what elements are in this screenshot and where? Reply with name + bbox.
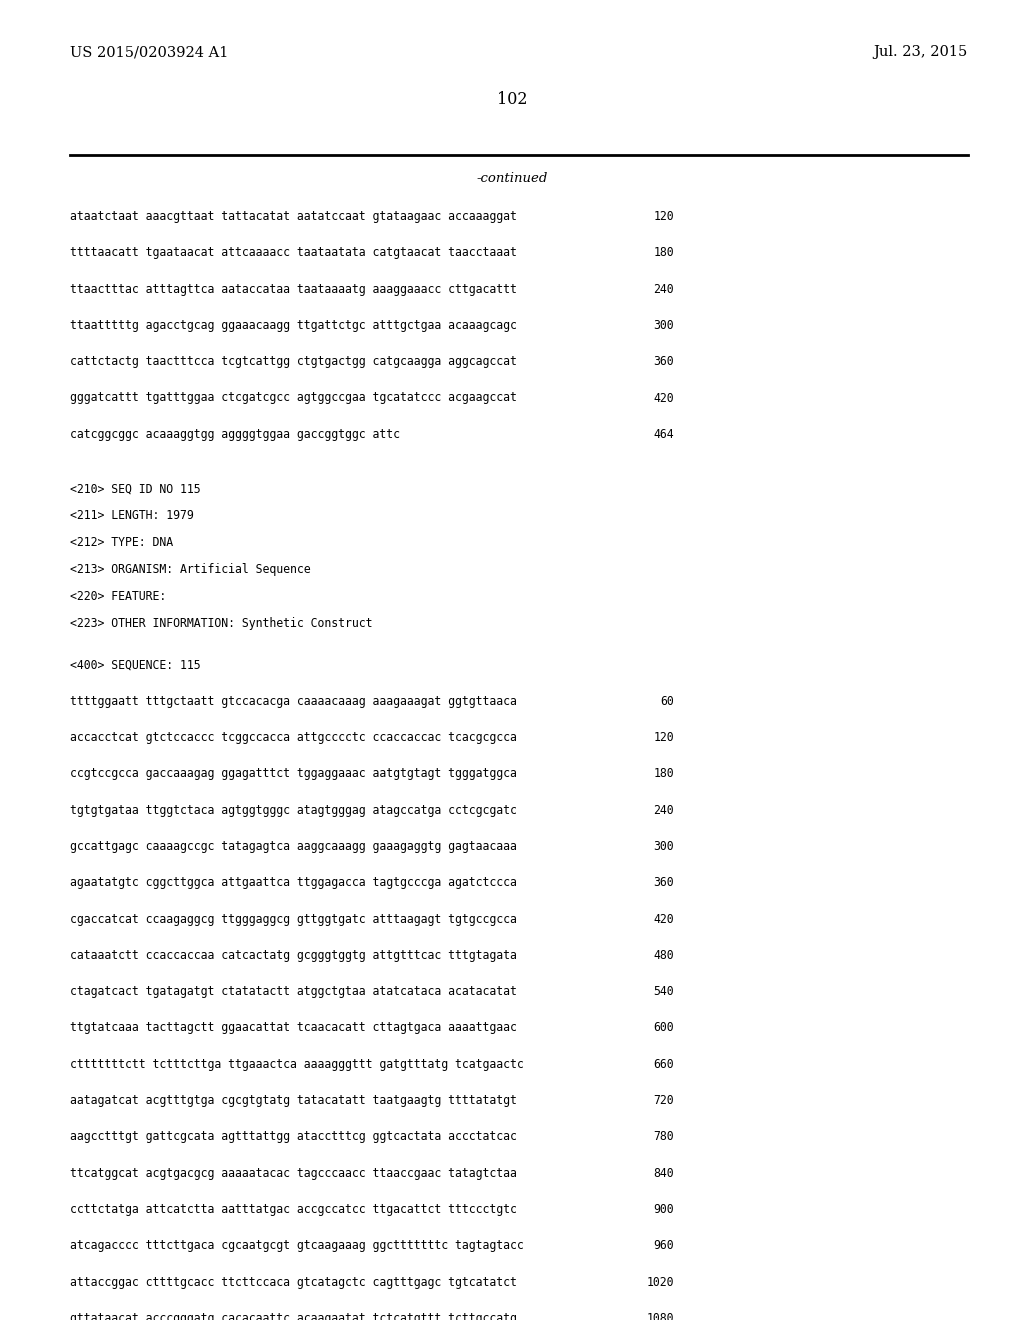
Text: 840: 840 [653,1167,674,1180]
Text: aagcctttgt gattcgcata agtttattgg atacctttcg ggtcactata accctatcac: aagcctttgt gattcgcata agtttattgg atacctt… [70,1130,516,1143]
Text: ccttctatga attcatctta aatttatgac accgccatcc ttgacattct tttccctgtc: ccttctatga attcatctta aatttatgac accgcca… [70,1203,516,1216]
Text: ctagatcact tgatagatgt ctatatactt atggctgtaa atatcataca acatacatat: ctagatcact tgatagatgt ctatatactt atggctg… [70,985,516,998]
Text: 480: 480 [653,949,674,962]
Text: US 2015/0203924 A1: US 2015/0203924 A1 [70,45,228,59]
Text: atcagacccc tttcttgaca cgcaatgcgt gtcaagaaag ggctttttttc tagtagtacc: atcagacccc tttcttgaca cgcaatgcgt gtcaaga… [70,1239,523,1253]
Text: gccattgagc caaaagccgc tatagagtca aaggcaaagg gaaagaggtg gagtaacaaa: gccattgagc caaaagccgc tatagagtca aaggcaa… [70,840,516,853]
Text: ttaactttac atttagttca aataccataa taataaaatg aaaggaaacc cttgacattt: ttaactttac atttagttca aataccataa taataaa… [70,282,516,296]
Text: 780: 780 [653,1130,674,1143]
Text: catcggcggc acaaaggtgg aggggtggaa gaccggtggc attc: catcggcggc acaaaggtgg aggggtggaa gaccggt… [70,428,399,441]
Text: 180: 180 [653,247,674,259]
Text: <212> TYPE: DNA: <212> TYPE: DNA [70,536,173,549]
Text: <213> ORGANISM: Artificial Sequence: <213> ORGANISM: Artificial Sequence [70,564,310,577]
Text: tgtgtgataa ttggtctaca agtggtgggc atagtgggag atagccatga cctcgcgatc: tgtgtgataa ttggtctaca agtggtgggc atagtgg… [70,804,516,817]
Text: cataaatctt ccaccaccaa catcactatg gcgggtggtg attgtttcac tttgtagata: cataaatctt ccaccaccaa catcactatg gcgggtg… [70,949,516,962]
Text: 420: 420 [653,392,674,404]
Text: <220> FEATURE:: <220> FEATURE: [70,590,166,603]
Text: ttttggaatt tttgctaatt gtccacacga caaaacaaag aaagaaagat ggtgttaaca: ttttggaatt tttgctaatt gtccacacga caaaaca… [70,694,516,708]
Text: 102: 102 [497,91,527,108]
Text: 360: 360 [653,355,674,368]
Text: ataatctaat aaacgttaat tattacatat aatatccaat gtataagaac accaaaggat: ataatctaat aaacgttaat tattacatat aatatcc… [70,210,516,223]
Text: accacctcat gtctccaccc tcggccacca attgcccctc ccaccaccac tcacgcgcca: accacctcat gtctccaccc tcggccacca attgccc… [70,731,516,744]
Text: <210> SEQ ID NO 115: <210> SEQ ID NO 115 [70,482,201,495]
Text: 1080: 1080 [646,1312,674,1320]
Text: gttataacat acccgggatg cacacaattc acaagaatat tctcatgttt tcttgccatg: gttataacat acccgggatg cacacaattc acaagaa… [70,1312,516,1320]
Text: -continued: -continued [476,172,548,185]
Text: Jul. 23, 2015: Jul. 23, 2015 [873,45,968,59]
Text: ttttaacatt tgaataacat attcaaaacc taataatata catgtaacat taacctaaat: ttttaacatt tgaataacat attcaaaacc taataat… [70,247,516,259]
Text: 120: 120 [653,210,674,223]
Text: 120: 120 [653,731,674,744]
Text: ttaatttttg agacctgcag ggaaacaagg ttgattctgc atttgctgaa acaaagcagc: ttaatttttg agacctgcag ggaaacaagg ttgattc… [70,319,516,331]
Text: 660: 660 [653,1057,674,1071]
Text: 600: 600 [653,1022,674,1035]
Text: 300: 300 [653,840,674,853]
Text: agaatatgtc cggcttggca attgaattca ttggagacca tagtgcccga agatctccca: agaatatgtc cggcttggca attgaattca ttggaga… [70,876,516,890]
Text: 1020: 1020 [646,1275,674,1288]
Text: 720: 720 [653,1094,674,1107]
Text: 300: 300 [653,319,674,331]
Text: 60: 60 [660,694,674,708]
Text: ctttttttctt tctttcttga ttgaaactca aaaagggttt gatgtttatg tcatgaactc: ctttttttctt tctttcttga ttgaaactca aaaagg… [70,1057,523,1071]
Text: <211> LENGTH: 1979: <211> LENGTH: 1979 [70,510,194,523]
Text: <400> SEQUENCE: 115: <400> SEQUENCE: 115 [70,659,201,672]
Text: 240: 240 [653,804,674,817]
Text: ttgtatcaaa tacttagctt ggaacattat tcaacacatt cttagtgaca aaaattgaac: ttgtatcaaa tacttagctt ggaacattat tcaacac… [70,1022,516,1035]
Text: ttcatggcat acgtgacgcg aaaaatacac tagcccaacc ttaaccgaac tatagtctaa: ttcatggcat acgtgacgcg aaaaatacac tagccca… [70,1167,516,1180]
Text: <223> OTHER INFORMATION: Synthetic Construct: <223> OTHER INFORMATION: Synthetic Const… [70,618,372,631]
Text: cattctactg taactttcca tcgtcattgg ctgtgactgg catgcaagga aggcagccat: cattctactg taactttcca tcgtcattgg ctgtgac… [70,355,516,368]
Text: 960: 960 [653,1239,674,1253]
Text: 900: 900 [653,1203,674,1216]
Text: cgaccatcat ccaagaggcg ttgggaggcg gttggtgatc atttaagagt tgtgccgcca: cgaccatcat ccaagaggcg ttgggaggcg gttggtg… [70,912,516,925]
Text: 540: 540 [653,985,674,998]
Text: attaccggac cttttgcacc ttcttccaca gtcatagctc cagtttgagc tgtcatatct: attaccggac cttttgcacc ttcttccaca gtcatag… [70,1275,516,1288]
Text: 240: 240 [653,282,674,296]
Text: 464: 464 [653,428,674,441]
Text: 420: 420 [653,912,674,925]
Text: ccgtccgcca gaccaaagag ggagatttct tggaggaaac aatgtgtagt tgggatggca: ccgtccgcca gaccaaagag ggagatttct tggagga… [70,767,516,780]
Text: aatagatcat acgtttgtga cgcgtgtatg tatacatatt taatgaagtg ttttatatgt: aatagatcat acgtttgtga cgcgtgtatg tatacat… [70,1094,516,1107]
Text: gggatcattt tgatttggaa ctcgatcgcc agtggccgaa tgcatatccc acgaagccat: gggatcattt tgatttggaa ctcgatcgcc agtggcc… [70,392,516,404]
Text: 360: 360 [653,876,674,890]
Text: 180: 180 [653,767,674,780]
